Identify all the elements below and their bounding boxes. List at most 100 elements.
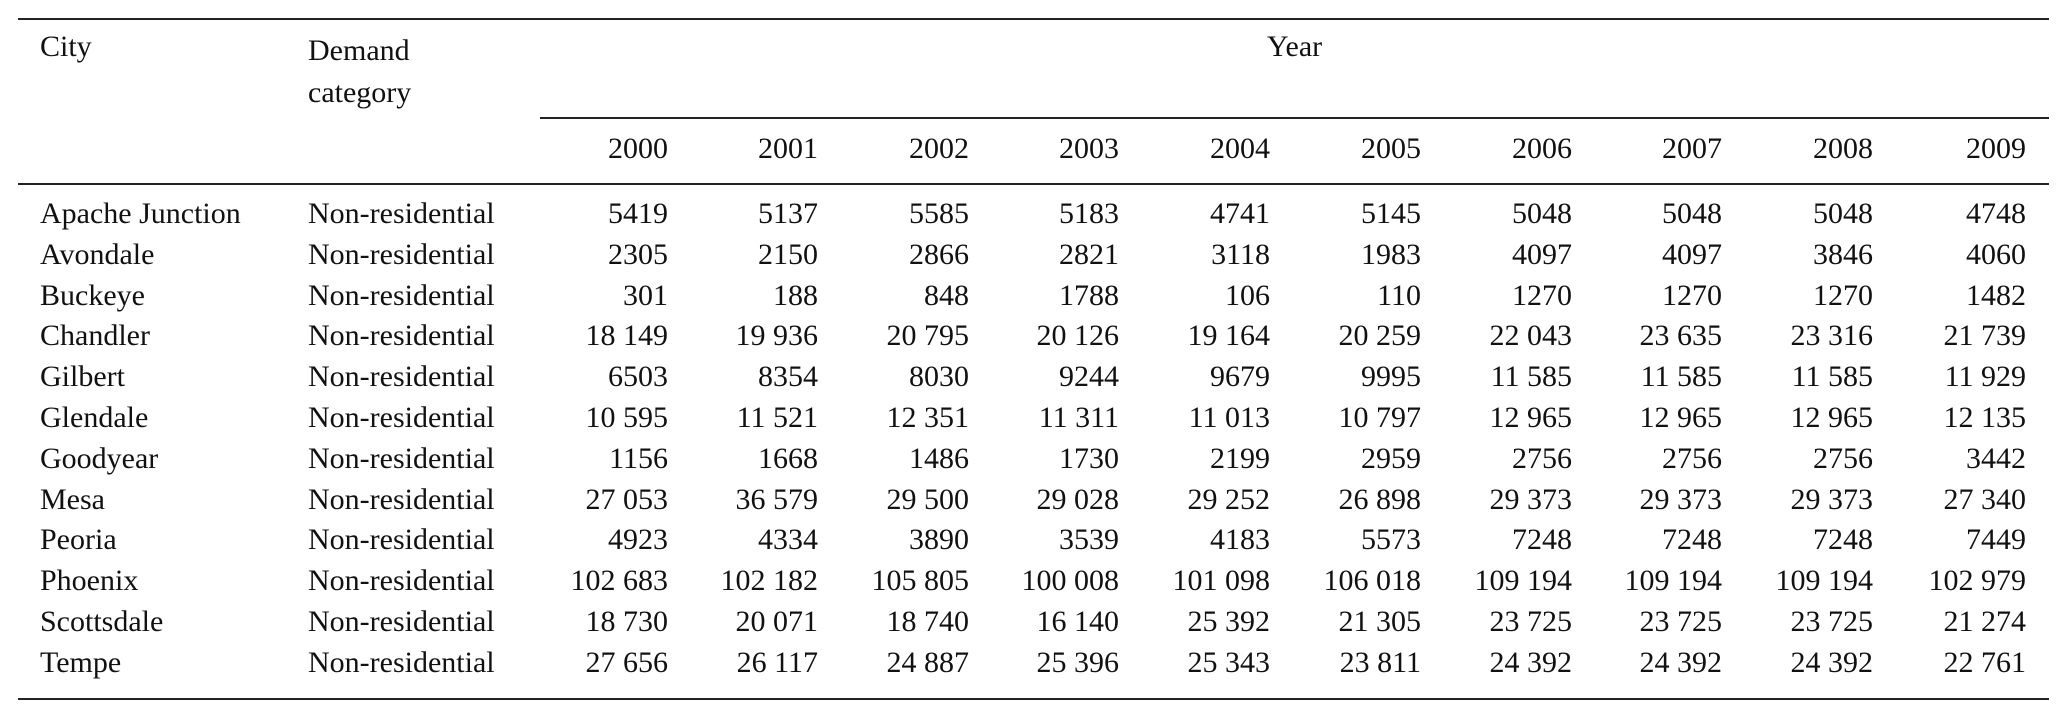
value-cell-2007: 24 392 (1639, 645, 1723, 679)
value-cell-2009: 11 929 (1944, 360, 2026, 394)
value-cell-2002: 3890 (909, 523, 969, 557)
value-cell-2009: 4748 (1966, 197, 2026, 230)
value-cell-2008: 1270 (1813, 278, 1873, 312)
value-cell-2000: 18 149 (585, 319, 669, 353)
value-cell-2005: 21 305 (1338, 605, 1422, 638)
value-cell-2000: 6503 (608, 360, 668, 394)
city-cell: Goodyear (40, 441, 159, 475)
header-demand-category: Demand category (308, 30, 438, 114)
demand-category-cell: Non-residential (308, 237, 495, 271)
value-cell-2003: 20 126 (1036, 319, 1120, 353)
value-cell-2000: 102 683 (570, 564, 669, 598)
value-cell-2001: 188 (773, 278, 818, 312)
value-cell-2007: 23 725 (1639, 605, 1723, 638)
table-row: Phoenix Non-residential 102 683 102 182 105 … (0, 560, 2067, 601)
header-city: City (40, 30, 92, 63)
value-cell-2005: 110 (1377, 278, 1421, 312)
city-cell: Apache Junction (40, 197, 241, 230)
table-row: Gilbert Non-residential 6503 8354 8030 9244 96… (0, 356, 2067, 397)
value-cell-2003: 1730 (1059, 441, 1119, 475)
value-cell-2002: 2866 (909, 237, 969, 271)
table-row: Glendale Non-residential 10 595 11 521 12 35… (0, 397, 2067, 438)
value-cell-2008: 2756 (1813, 441, 1873, 475)
value-cell-2009: 21 739 (1943, 319, 2027, 353)
value-cell-2007: 11 585 (1640, 360, 1722, 394)
header-year-2000: 2000 (608, 132, 668, 165)
city-cell: Mesa (40, 482, 105, 516)
demand-category-cell: Non-residential (308, 360, 495, 394)
table-row: Buckeye Non-residential 301 188 848 1788 106 11… (0, 275, 2067, 316)
value-cell-2007: 29 373 (1639, 482, 1723, 516)
value-cell-2006: 4097 (1512, 237, 1572, 271)
value-cell-2007: 1270 (1662, 278, 1722, 312)
value-cell-2007: 4097 (1662, 237, 1722, 271)
value-cell-2006: 2756 (1512, 441, 1572, 475)
value-cell-2004: 3118 (1211, 237, 1270, 271)
value-cell-2000: 5419 (608, 197, 668, 230)
header-year-2001: 2001 (758, 132, 818, 165)
header-year-2006: 2006 (1512, 132, 1572, 165)
header-year-2009: 2009 (1966, 132, 2026, 165)
header-year-2007: 2007 (1662, 132, 1722, 165)
value-cell-2008: 11 585 (1791, 360, 1873, 394)
value-cell-2005: 106 018 (1323, 564, 1422, 598)
table-row: Peoria Non-residential 4923 4334 3890 3539 418… (0, 519, 2067, 560)
demand-category-cell: Non-residential (308, 441, 495, 475)
value-cell-2006: 5048 (1512, 197, 1572, 230)
value-cell-2009: 1482 (1966, 278, 2026, 312)
value-cell-2002: 1486 (909, 441, 969, 475)
value-cell-2009: 4060 (1966, 237, 2026, 271)
city-cell: Buckeye (40, 278, 145, 312)
value-cell-2006: 11 585 (1490, 360, 1572, 394)
value-cell-2000: 27 053 (585, 482, 669, 516)
value-cell-2002: 29 500 (886, 482, 970, 516)
value-cell-2000: 18 730 (585, 605, 669, 638)
value-cell-2000: 301 (623, 278, 668, 312)
demand-category-cell: Non-residential (308, 564, 495, 598)
value-cell-2006: 24 392 (1489, 645, 1573, 679)
table-row: Apache Junction Non-residential 5419 5137 55… (0, 193, 2067, 234)
value-cell-2002: 8030 (909, 360, 969, 394)
value-cell-2001: 26 117 (736, 645, 818, 679)
city-cell: Phoenix (40, 564, 139, 598)
header-year-2005: 2005 (1361, 132, 1421, 165)
demand-category-cell: Non-residential (308, 605, 495, 638)
table-bottom-rule (18, 698, 2049, 700)
value-cell-2004: 25 392 (1187, 605, 1271, 638)
value-cell-2001: 19 936 (735, 319, 819, 353)
value-cell-2002: 12 351 (886, 401, 970, 434)
value-cell-2003: 2821 (1059, 237, 1119, 271)
city-cell: Glendale (40, 401, 149, 434)
value-cell-2009: 3442 (1966, 441, 2026, 475)
value-cell-2004: 9679 (1210, 360, 1270, 394)
value-cell-2000: 1156 (609, 441, 668, 475)
value-cell-2008: 7248 (1813, 523, 1873, 557)
value-cell-2002: 18 740 (886, 605, 970, 638)
value-cell-2003: 3539 (1059, 523, 1119, 557)
demand-category-cell: Non-residential (308, 482, 495, 516)
value-cell-2001: 8354 (758, 360, 818, 394)
value-cell-2004: 101 098 (1172, 564, 1271, 598)
value-cell-2005: 10 797 (1338, 401, 1422, 434)
value-cell-2008: 12 965 (1790, 401, 1874, 434)
value-cell-2003: 5183 (1059, 197, 1119, 230)
value-cell-2004: 2199 (1210, 441, 1270, 475)
city-cell: Peoria (40, 523, 117, 557)
value-cell-2006: 22 043 (1489, 319, 1573, 353)
value-cell-2002: 848 (924, 278, 969, 312)
header-year-2003: 2003 (1059, 132, 1119, 165)
value-cell-2007: 5048 (1662, 197, 1722, 230)
value-cell-2006: 23 725 (1489, 605, 1573, 638)
value-cell-2009: 22 761 (1943, 645, 2027, 679)
header-bottom-rule (18, 183, 2049, 185)
value-cell-2008: 5048 (1813, 197, 1873, 230)
value-cell-2004: 4741 (1210, 197, 1270, 230)
value-cell-2003: 25 396 (1036, 645, 1120, 679)
value-cell-2003: 100 008 (1021, 564, 1120, 598)
value-cell-2003: 11 311 (1038, 401, 1119, 434)
value-cell-2009: 27 340 (1943, 482, 2027, 516)
value-cell-2008: 109 194 (1775, 564, 1874, 598)
value-cell-2000: 27 656 (585, 645, 669, 679)
value-cell-2003: 16 140 (1036, 605, 1120, 638)
